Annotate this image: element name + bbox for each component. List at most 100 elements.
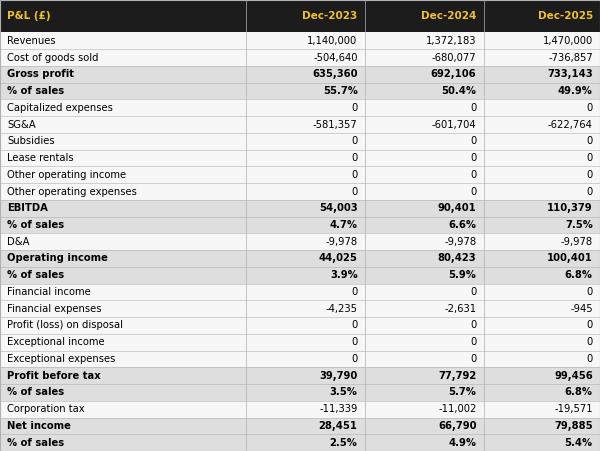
Bar <box>0 418 600 434</box>
Text: 0: 0 <box>470 354 476 364</box>
Bar <box>484 0 600 32</box>
Text: Gross profit: Gross profit <box>7 69 74 79</box>
Text: 44,025: 44,025 <box>319 253 358 263</box>
Text: -622,764: -622,764 <box>548 120 593 129</box>
Text: 2.5%: 2.5% <box>330 437 358 448</box>
Text: Cost of goods sold: Cost of goods sold <box>7 53 98 63</box>
Text: 99,456: 99,456 <box>554 371 593 381</box>
Text: -4,235: -4,235 <box>326 304 358 314</box>
Text: Other operating income: Other operating income <box>7 170 127 180</box>
Text: -2,631: -2,631 <box>444 304 476 314</box>
Text: 49.9%: 49.9% <box>558 86 593 96</box>
Text: 0: 0 <box>587 187 593 197</box>
Text: SG&A: SG&A <box>7 120 36 129</box>
Text: 0: 0 <box>587 337 593 347</box>
Text: 0: 0 <box>470 321 476 331</box>
Text: 5.4%: 5.4% <box>565 437 593 448</box>
Bar <box>0 0 246 32</box>
Text: % of sales: % of sales <box>7 86 64 96</box>
Text: 0: 0 <box>470 170 476 180</box>
Bar <box>0 216 600 233</box>
Bar <box>0 166 600 183</box>
Text: Dec-2025: Dec-2025 <box>538 11 593 21</box>
Text: Financial income: Financial income <box>7 287 91 297</box>
Text: Exceptional expenses: Exceptional expenses <box>7 354 116 364</box>
Bar <box>0 32 600 49</box>
Text: 5.9%: 5.9% <box>449 270 476 280</box>
Text: Profit before tax: Profit before tax <box>7 371 101 381</box>
Text: 39,790: 39,790 <box>319 371 358 381</box>
Text: Financial expenses: Financial expenses <box>7 304 102 314</box>
Text: 0: 0 <box>352 136 358 146</box>
Bar <box>0 350 600 367</box>
Text: 0: 0 <box>352 103 358 113</box>
Text: 79,885: 79,885 <box>554 421 593 431</box>
Text: -581,357: -581,357 <box>313 120 358 129</box>
Bar <box>0 83 600 99</box>
Bar <box>0 300 600 317</box>
Bar <box>0 66 600 83</box>
Text: -945: -945 <box>570 304 593 314</box>
Bar <box>0 133 600 150</box>
Text: Dec-2023: Dec-2023 <box>302 11 358 21</box>
Text: Net income: Net income <box>7 421 71 431</box>
Text: 55.7%: 55.7% <box>323 86 358 96</box>
Text: Capitalized expenses: Capitalized expenses <box>7 103 113 113</box>
Text: 0: 0 <box>352 337 358 347</box>
Text: 0: 0 <box>352 354 358 364</box>
Text: 100,401: 100,401 <box>547 253 593 263</box>
Text: Profit (loss) on disposal: Profit (loss) on disposal <box>7 321 123 331</box>
Text: 5.7%: 5.7% <box>449 387 476 397</box>
Text: -9,978: -9,978 <box>325 237 358 247</box>
Text: % of sales: % of sales <box>7 270 64 280</box>
Bar <box>0 49 600 66</box>
Text: 0: 0 <box>352 321 358 331</box>
Bar <box>246 0 365 32</box>
Text: 4.9%: 4.9% <box>448 437 476 448</box>
Text: 0: 0 <box>352 170 358 180</box>
Text: 1,372,183: 1,372,183 <box>426 36 476 46</box>
Text: 0: 0 <box>587 153 593 163</box>
Text: 1,140,000: 1,140,000 <box>307 36 358 46</box>
Text: -11,002: -11,002 <box>438 404 476 414</box>
Text: 66,790: 66,790 <box>438 421 476 431</box>
Text: 0: 0 <box>470 153 476 163</box>
Text: Other operating expenses: Other operating expenses <box>7 187 137 197</box>
Bar <box>0 434 600 451</box>
Text: 692,106: 692,106 <box>431 69 476 79</box>
Text: -680,077: -680,077 <box>432 53 476 63</box>
Text: % of sales: % of sales <box>7 387 64 397</box>
Text: 6.8%: 6.8% <box>565 387 593 397</box>
Text: -9,978: -9,978 <box>560 237 593 247</box>
Bar <box>0 367 600 384</box>
Text: -11,339: -11,339 <box>319 404 358 414</box>
Text: 54,003: 54,003 <box>319 203 358 213</box>
Text: 50.4%: 50.4% <box>442 86 476 96</box>
Bar <box>0 401 600 418</box>
Text: Subsidies: Subsidies <box>7 136 55 146</box>
Text: 6.8%: 6.8% <box>565 270 593 280</box>
Text: Revenues: Revenues <box>7 36 56 46</box>
Text: 0: 0 <box>470 337 476 347</box>
Text: 77,792: 77,792 <box>438 371 476 381</box>
Text: 0: 0 <box>352 153 358 163</box>
Text: % of sales: % of sales <box>7 437 64 448</box>
Text: 3.5%: 3.5% <box>330 387 358 397</box>
Text: 4.7%: 4.7% <box>329 220 358 230</box>
Text: 3.9%: 3.9% <box>330 270 358 280</box>
Bar <box>0 150 600 166</box>
Text: Dec-2024: Dec-2024 <box>421 11 476 21</box>
Text: 80,423: 80,423 <box>438 253 476 263</box>
Text: 0: 0 <box>587 321 593 331</box>
Text: -19,571: -19,571 <box>554 404 593 414</box>
Text: 0: 0 <box>470 287 476 297</box>
Text: 1,470,000: 1,470,000 <box>542 36 593 46</box>
Bar <box>0 200 600 216</box>
Text: 733,143: 733,143 <box>547 69 593 79</box>
Text: 0: 0 <box>352 287 358 297</box>
Bar <box>0 250 600 267</box>
Text: 7.5%: 7.5% <box>565 220 593 230</box>
Text: -601,704: -601,704 <box>432 120 476 129</box>
Text: P&L (£): P&L (£) <box>7 11 51 21</box>
Text: 0: 0 <box>352 187 358 197</box>
